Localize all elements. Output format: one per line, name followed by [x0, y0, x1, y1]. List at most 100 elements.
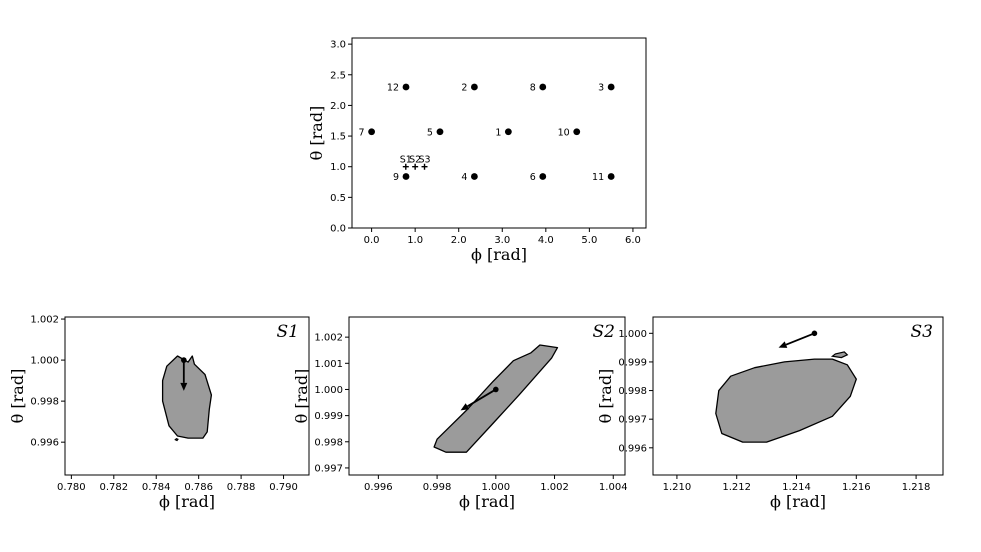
x-tick-label: 5.0	[581, 235, 597, 246]
data-point-2	[470, 83, 478, 91]
y-tick-label: 1.002	[314, 333, 343, 344]
data-point-12	[402, 83, 410, 91]
x-tick-label: 0.996	[364, 482, 393, 493]
y-axis-label: θ [rad]	[307, 106, 326, 161]
plot-frame	[64, 316, 310, 476]
x-axis-label: ϕ [rad]	[770, 492, 826, 511]
y-tick-label: 1.000	[618, 329, 647, 340]
data-point-1	[504, 128, 512, 136]
y-axis-label: θ [rad]	[596, 369, 615, 424]
gradient-arrow-line	[466, 388, 497, 408]
plot-frame	[348, 316, 626, 476]
data-point-label: 4	[461, 172, 467, 183]
x-tick-label: 4.0	[538, 235, 554, 246]
site-marker-s1	[402, 163, 409, 170]
data-point-4	[470, 173, 478, 180]
x-axis-label: ϕ [rad]	[471, 245, 527, 264]
y-tick-label: 1.000	[30, 356, 59, 367]
x-tick-label: 1.000	[481, 482, 510, 493]
data-point-label: 8	[530, 83, 536, 94]
x-tick-label: 1.218	[902, 482, 931, 493]
region-island-s1-0	[174, 438, 179, 442]
site-label: S3	[418, 155, 430, 166]
x-axis-label: ϕ [rad]	[459, 492, 515, 511]
region-s3	[715, 358, 857, 443]
x-tick-label: 0.998	[423, 482, 452, 493]
site-label: S2	[409, 155, 421, 166]
chart-s1: 0.780 0.782 0.784 0.786 0.788 0.790 0.996 0.998…	[8, 315, 310, 511]
arrow-start-point	[181, 357, 187, 363]
region-island-s3-0	[830, 351, 849, 359]
data-point-9	[402, 173, 410, 180]
data-point-11	[607, 173, 615, 180]
y-tick-label: 0.0	[330, 224, 346, 235]
panel-title: S1	[277, 322, 299, 342]
y-tick-label: 0.999	[314, 411, 343, 422]
y-tick-label: 0.998	[30, 397, 59, 408]
y-tick-label: 0.5	[330, 193, 346, 204]
x-tick-label: 1.214	[782, 482, 811, 493]
x-tick-label: 0.0	[364, 235, 380, 246]
data-point-label: 3	[598, 83, 604, 94]
arrow-start-point	[811, 330, 818, 337]
data-point-label: 2	[461, 83, 467, 94]
x-tick-label: 3.0	[494, 235, 510, 246]
y-axis-label: θ [rad]	[292, 369, 311, 424]
data-point-label: 1	[495, 127, 501, 138]
x-tick-label: 0.782	[99, 482, 128, 493]
y-tick-label: 1.000	[314, 385, 343, 396]
data-point-8	[539, 83, 547, 91]
region-s2	[433, 344, 559, 453]
gradient-arrow-line	[785, 332, 815, 346]
site-marker-s2	[412, 163, 419, 170]
data-point-label: 12	[387, 83, 399, 94]
x-tick-label: 0.786	[184, 482, 213, 493]
y-tick-label: 1.0	[330, 162, 346, 173]
y-tick-label: 0.999	[618, 357, 647, 368]
data-point-7	[368, 128, 375, 136]
y-tick-label: 0.997	[314, 463, 343, 474]
x-tick-label: 1.212	[722, 482, 751, 493]
x-tick-label: 1.004	[599, 482, 628, 493]
data-point-5	[436, 128, 444, 136]
site-marker-s3	[421, 163, 428, 170]
x-tick-label: 0.790	[269, 482, 298, 493]
y-tick-label: 0.998	[618, 386, 647, 397]
gradient-arrow-head	[180, 382, 188, 391]
data-point-label: 11	[592, 172, 604, 183]
plot-frame	[351, 37, 647, 229]
plot-frame	[652, 316, 944, 476]
y-tick-label: 2.5	[330, 70, 346, 81]
x-tick-label: 2.0	[451, 235, 467, 246]
data-point-label: 10	[558, 127, 570, 138]
data-point-label: 7	[359, 127, 365, 138]
x-tick-label: 1.216	[842, 482, 871, 493]
x-tick-label: 1.002	[540, 482, 569, 493]
y-tick-label: 0.996	[618, 443, 647, 454]
y-tick-label: 0.996	[30, 438, 59, 449]
panel-title: S3	[911, 322, 933, 342]
y-tick-label: 0.998	[314, 437, 343, 448]
x-tick-label: 1.210	[663, 482, 692, 493]
y-tick-label: 3.0	[330, 40, 346, 51]
site-label: S1	[400, 155, 412, 166]
y-axis-label: θ [rad]	[8, 369, 27, 424]
x-axis-label: ϕ [rad]	[159, 492, 215, 511]
data-point-label: 9	[393, 172, 399, 183]
data-point-label: 6	[530, 172, 536, 183]
data-point-6	[539, 173, 547, 180]
data-point-10	[573, 128, 581, 136]
data-point-label: 5	[427, 127, 433, 138]
x-tick-label: 6.0	[625, 235, 641, 246]
x-tick-label: 0.780	[57, 482, 86, 493]
x-tick-label: 1.0	[407, 235, 423, 246]
region-s1	[161, 355, 213, 439]
gradient-arrow-head	[460, 403, 470, 411]
y-tick-label: 0.997	[618, 415, 647, 426]
y-tick-label: 1.5	[330, 132, 346, 143]
arrow-start-point	[493, 386, 499, 393]
chart-s2: 0.996 0.998 1.000 1.002 1.004 0.997 0.998 0.999…	[292, 316, 628, 511]
y-tick-label: 1.001	[314, 359, 343, 370]
panel-title: S2	[593, 322, 615, 342]
